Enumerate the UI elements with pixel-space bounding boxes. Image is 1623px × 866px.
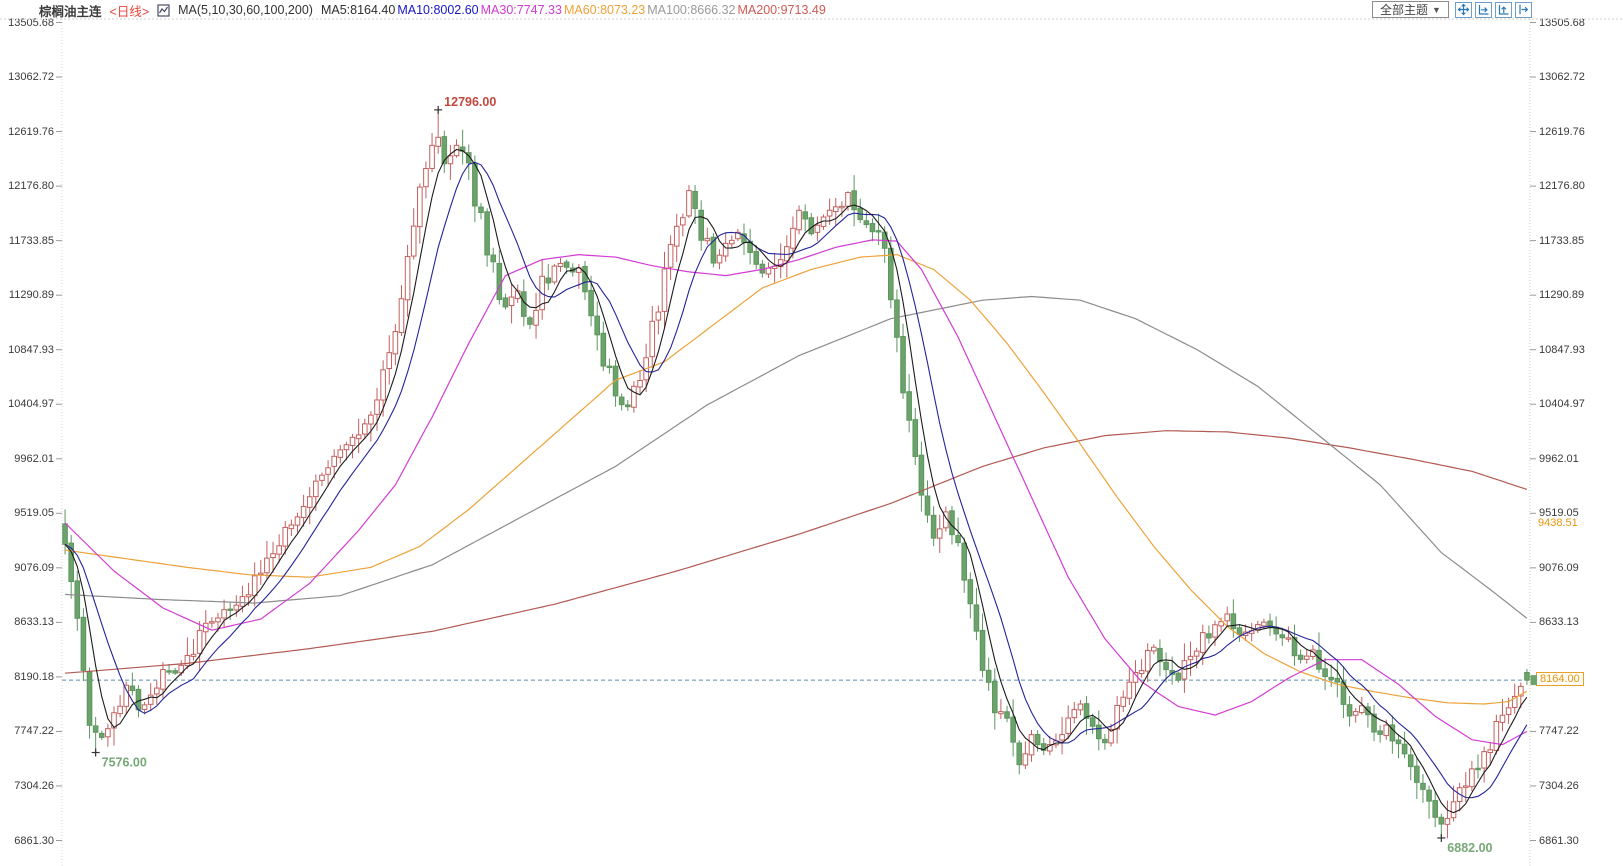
symbol-name[interactable]: 棕榈油主连 <box>39 4 102 19</box>
zoom-y-axis-icon <box>1498 4 1509 15</box>
ma-group-label: MA(5,10,30,60,100,200) <box>178 3 313 17</box>
low-annotation: 7576.00 <box>91 748 147 770</box>
ma-value: MA200:9713.49 <box>737 3 826 17</box>
y-axis-label: 9519.05 <box>1539 507 1579 520</box>
y-axis-label: 13505.68 <box>8 16 54 29</box>
low-annotation: 6882.00 <box>1437 833 1493 855</box>
y-axis-label: 12619.76 <box>1539 125 1585 138</box>
reset-view-icon <box>1519 4 1528 15</box>
ma-value: MA60:8073.23 <box>563 3 646 17</box>
candlestick-series <box>62 109 1530 839</box>
y-axis-label: 6861.30 <box>14 834 54 847</box>
svg-text:6882.00: 6882.00 <box>1447 841 1492 855</box>
y-axis-label: 9076.09 <box>14 561 54 574</box>
y-axis-label: 8633.13 <box>14 616 54 629</box>
ma-value: MA30:7747.33 <box>480 3 562 17</box>
y-axis-label: 10404.97 <box>8 398 54 411</box>
y-axis-label: 11290.89 <box>1539 289 1585 302</box>
ma-value: MA10:8002.60 <box>397 3 479 17</box>
y-axis-label: 13062.72 <box>8 71 54 84</box>
y-axis-label: 13062.72 <box>1539 71 1585 84</box>
pan-icon <box>1457 3 1470 16</box>
ma-values: MA5:8164.40 MA10:8002.60 MA30:7747.33 MA60:… <box>321 3 828 17</box>
ma-line-ma100 <box>65 295 1528 619</box>
y-axis-label: 8190.18 <box>14 670 54 683</box>
y-axis-label: 12176.80 <box>8 180 54 193</box>
ma-line-ma200 <box>65 430 1528 674</box>
zoom-x-axis-button[interactable] <box>1474 1 1492 18</box>
current-price-marker <box>1530 675 1537 686</box>
y-axis-label: 11733.85 <box>1539 234 1585 247</box>
y-axis-label: 9962.01 <box>14 452 54 465</box>
y-axis-label: 11733.85 <box>8 234 54 247</box>
ma-line-ma5 <box>64 148 1528 814</box>
chevron-down-icon: ▼ <box>1432 4 1441 15</box>
ma-line-ma10 <box>64 161 1528 799</box>
chart-toolbar: 全部主题 ▼ <box>1372 1 1532 18</box>
high-annotation: 12796.00 <box>434 95 496 114</box>
pan-button[interactable] <box>1454 1 1472 18</box>
y-axis-label: 11290.89 <box>8 289 54 302</box>
ma-value: MA5:8164.40 <box>320 3 396 17</box>
theme-dropdown-label: 全部主题 <box>1380 3 1429 17</box>
y-axis-label: 7304.26 <box>14 779 54 792</box>
period-selector[interactable]: <日线> <box>109 4 150 19</box>
y-axis-label: 9519.05 <box>14 507 54 520</box>
indicator-settings-icon[interactable] <box>157 3 170 17</box>
chart-header: 棕榈油主连 <日线> MA(5,10,30,60,100,200) MA5:81… <box>39 2 828 19</box>
ma-value: MA100:8666.32 <box>647 3 736 17</box>
y-axis-label: 10847.93 <box>1539 343 1585 356</box>
y-axis-label: 9076.09 <box>1539 561 1579 574</box>
y-axis-label: 12619.76 <box>8 125 54 138</box>
zoom-y-axis-button[interactable] <box>1494 1 1512 18</box>
y-axis-label: 10404.97 <box>1539 398 1585 411</box>
y-axis-label: 12176.80 <box>1539 180 1585 193</box>
zoom-x-axis-icon <box>1478 4 1489 15</box>
y-axis-label: 7747.22 <box>1539 725 1579 738</box>
ma-line-ma60 <box>65 253 1528 705</box>
last-price-tag: 8164.00 <box>1536 672 1584 687</box>
svg-text:12796.00: 12796.00 <box>444 95 496 109</box>
y-axis-label: 7304.26 <box>1539 779 1579 792</box>
y-axis-label: 6861.30 <box>1539 834 1579 847</box>
settlement-price-tag: 9438.51 <box>1538 517 1578 530</box>
y-axis-label: 7747.22 <box>14 725 54 738</box>
ma-line-ma30 <box>64 239 1528 746</box>
chart-tool-buttons <box>1454 1 1532 18</box>
y-axis-label: 10847.93 <box>8 343 54 356</box>
reset-view-button[interactable] <box>1514 1 1532 18</box>
y-axis-label: 8633.13 <box>1539 616 1579 629</box>
theme-dropdown[interactable]: 全部主题 ▼ <box>1372 1 1449 18</box>
y-axis-label: 9962.01 <box>1539 452 1579 465</box>
svg-text:7576.00: 7576.00 <box>102 756 147 770</box>
